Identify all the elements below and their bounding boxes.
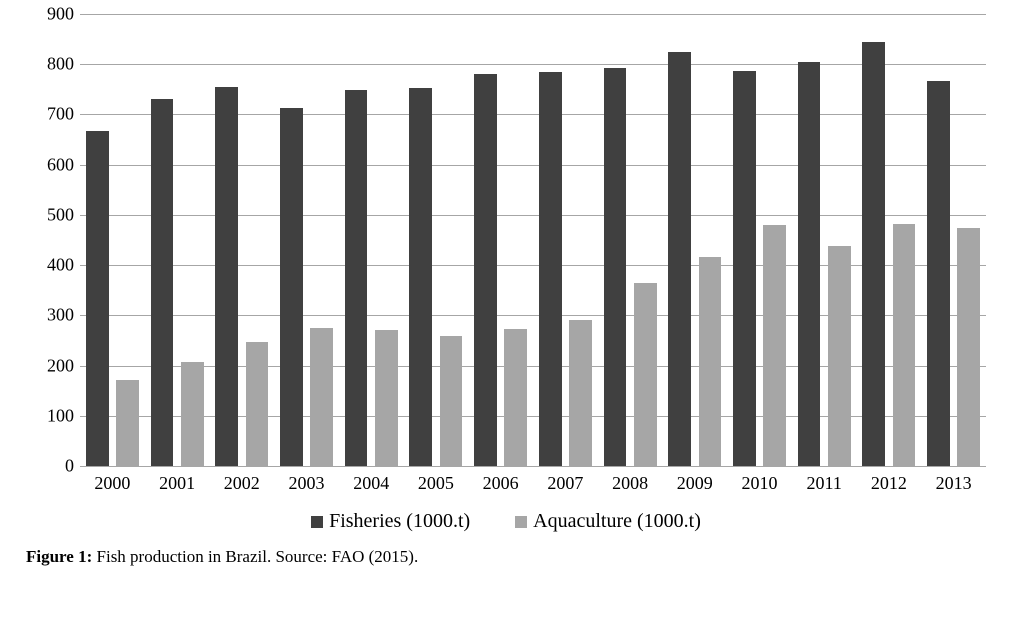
plot-area [80, 14, 986, 466]
bar-fisheries [927, 81, 950, 466]
bar-fisheries [668, 52, 691, 466]
legend-swatch-fisheries [311, 516, 323, 528]
chart-area: 0100200300400500600700800900200020012002… [26, 14, 986, 494]
y-tick-label: 500 [26, 204, 74, 225]
bar-aquaculture [634, 283, 657, 466]
x-tick-label: 2010 [742, 473, 778, 494]
x-tick-label: 2009 [677, 473, 713, 494]
bar-aquaculture [310, 328, 333, 466]
gridline [80, 14, 986, 15]
bar-aquaculture [440, 336, 463, 466]
y-tick-label: 600 [26, 154, 74, 175]
bar-fisheries [215, 87, 238, 466]
bar-fisheries [798, 62, 821, 466]
x-tick-label: 2000 [94, 473, 130, 494]
bar-aquaculture [828, 246, 851, 466]
legend: Fisheries (1000.t) Aquaculture (1000.t) [26, 510, 986, 533]
x-tick-label: 2002 [224, 473, 260, 494]
bar-aquaculture [504, 329, 527, 466]
bar-fisheries [151, 99, 174, 466]
legend-label-aquaculture: Aquaculture (1000.t) [533, 510, 701, 532]
y-tick-label: 0 [26, 456, 74, 477]
x-tick-label: 2011 [807, 473, 842, 494]
x-tick-label: 2004 [353, 473, 389, 494]
bar-aquaculture [957, 228, 980, 466]
figure-caption: Figure 1: Fish production in Brazil. Sou… [26, 547, 998, 567]
bar-fisheries [86, 131, 109, 466]
bar-aquaculture [569, 320, 592, 466]
y-tick-label: 200 [26, 355, 74, 376]
bar-aquaculture [893, 224, 916, 466]
bar-fisheries [733, 71, 756, 466]
bar-aquaculture [375, 330, 398, 466]
bar-fisheries [280, 108, 303, 466]
x-tick-label: 2012 [871, 473, 907, 494]
caption-label: Figure 1: [26, 547, 92, 566]
x-tick-label: 2013 [936, 473, 972, 494]
x-tick-label: 2006 [483, 473, 519, 494]
legend-item-aquaculture: Aquaculture (1000.t) [515, 510, 701, 533]
gridline [80, 64, 986, 65]
bar-aquaculture [181, 362, 204, 466]
bar-aquaculture [699, 257, 722, 466]
y-tick-label: 100 [26, 405, 74, 426]
legend-label-fisheries: Fisheries (1000.t) [329, 510, 470, 532]
bar-fisheries [604, 68, 627, 466]
x-tick-label: 2005 [418, 473, 454, 494]
bar-fisheries [862, 42, 885, 466]
y-tick-label: 300 [26, 305, 74, 326]
gridline [80, 466, 986, 467]
y-tick-label: 400 [26, 255, 74, 276]
legend-item-fisheries: Fisheries (1000.t) [311, 510, 470, 533]
bar-aquaculture [246, 342, 269, 466]
bar-fisheries [539, 72, 562, 466]
figure-container: 0 100 200 300 400 500 600 700 800 900 2000 2001 2002… [0, 0, 1016, 628]
bar-fisheries [345, 90, 368, 466]
y-tick-label: 700 [26, 104, 74, 125]
x-tick-label: 2003 [289, 473, 325, 494]
y-tick-label: 900 [26, 4, 74, 25]
bar-aquaculture [763, 225, 786, 466]
y-tick-label: 800 [26, 54, 74, 75]
bar-aquaculture [116, 380, 139, 466]
bar-fisheries [409, 88, 432, 466]
legend-swatch-aquaculture [515, 516, 527, 528]
x-tick-label: 2001 [159, 473, 195, 494]
caption-text: Fish production in Brazil. Source: FAO (… [97, 547, 419, 566]
bar-fisheries [474, 74, 497, 466]
x-tick-label: 2007 [547, 473, 583, 494]
x-tick-label: 2008 [612, 473, 648, 494]
